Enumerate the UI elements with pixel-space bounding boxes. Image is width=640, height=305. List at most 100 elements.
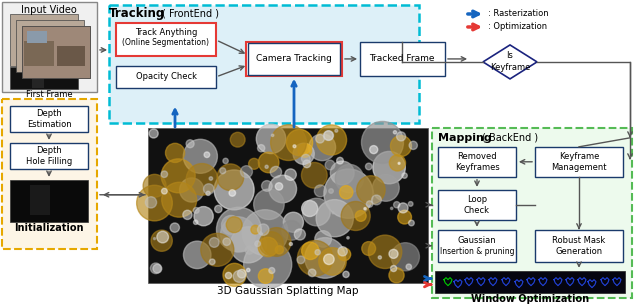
Bar (438, 230, 516, 262)
Circle shape (340, 186, 353, 199)
Text: Insertion & pruning: Insertion & pruning (440, 247, 515, 256)
Circle shape (301, 200, 317, 217)
Circle shape (251, 225, 260, 234)
Circle shape (389, 249, 398, 258)
Circle shape (257, 145, 265, 152)
Bar (116, 66, 216, 88)
Text: Robust Mask: Robust Mask (552, 236, 605, 245)
Bar (32, 70, 44, 88)
Circle shape (316, 199, 353, 237)
Circle shape (324, 131, 333, 140)
Circle shape (347, 237, 349, 239)
Circle shape (329, 189, 333, 193)
Bar (360, 42, 445, 76)
Circle shape (315, 231, 332, 247)
Circle shape (246, 268, 250, 272)
Circle shape (194, 206, 213, 226)
Circle shape (301, 163, 327, 188)
Circle shape (221, 217, 255, 252)
Bar (148, 128, 428, 283)
Circle shape (298, 240, 333, 276)
Bar (10, 14, 78, 66)
Bar (535, 230, 623, 262)
Circle shape (257, 224, 269, 235)
Circle shape (245, 246, 253, 254)
Polygon shape (483, 45, 537, 79)
Circle shape (324, 254, 333, 263)
Bar (438, 147, 516, 177)
Circle shape (193, 207, 199, 213)
Circle shape (297, 256, 305, 264)
Bar (57, 46, 85, 66)
Bar (27, 31, 47, 43)
Bar (248, 43, 340, 75)
Circle shape (233, 271, 245, 282)
Bar (10, 143, 88, 169)
Circle shape (184, 241, 211, 269)
Circle shape (241, 166, 252, 178)
Text: Input Video: Input Video (21, 5, 77, 15)
Circle shape (373, 151, 405, 184)
Circle shape (226, 217, 242, 233)
Text: Camera Tracking: Camera Tracking (256, 54, 332, 63)
Circle shape (186, 163, 218, 195)
Bar (432, 128, 632, 298)
Text: Generation: Generation (556, 247, 603, 256)
Circle shape (316, 125, 347, 155)
Circle shape (221, 215, 241, 235)
Circle shape (308, 269, 316, 277)
Circle shape (378, 256, 381, 259)
Circle shape (237, 269, 246, 278)
Circle shape (398, 162, 400, 164)
Text: 3D Gaussian Splatting Map: 3D Gaussian Splatting Map (217, 286, 359, 296)
Circle shape (186, 140, 194, 148)
Circle shape (370, 145, 378, 154)
Text: Track Anything: Track Anything (135, 28, 197, 38)
Circle shape (259, 269, 273, 283)
Bar (16, 20, 84, 72)
Text: ( BackEnd ): ( BackEnd ) (482, 133, 538, 143)
Circle shape (409, 141, 417, 149)
Circle shape (364, 207, 366, 210)
Bar (10, 67, 78, 89)
Circle shape (303, 198, 330, 226)
Circle shape (206, 191, 210, 196)
Circle shape (230, 227, 266, 263)
Circle shape (303, 160, 310, 168)
Circle shape (368, 235, 402, 268)
Circle shape (151, 230, 172, 251)
Circle shape (150, 263, 161, 274)
Circle shape (154, 238, 156, 240)
Circle shape (324, 254, 334, 264)
Circle shape (161, 171, 168, 178)
Bar (24, 41, 54, 66)
Circle shape (372, 195, 381, 205)
Circle shape (225, 272, 232, 279)
Circle shape (338, 247, 348, 256)
Circle shape (338, 248, 351, 261)
Circle shape (389, 268, 404, 283)
Circle shape (248, 158, 260, 169)
Circle shape (293, 143, 314, 164)
Text: Window Optimization: Window Optimization (471, 294, 589, 303)
Circle shape (214, 205, 222, 213)
Circle shape (145, 197, 157, 208)
Circle shape (390, 265, 397, 271)
Circle shape (209, 238, 219, 247)
Circle shape (324, 169, 373, 218)
Circle shape (223, 238, 230, 246)
Circle shape (255, 241, 260, 246)
Circle shape (170, 223, 179, 232)
Circle shape (216, 207, 261, 252)
Circle shape (149, 129, 158, 138)
Circle shape (298, 144, 312, 157)
Circle shape (341, 202, 370, 231)
Circle shape (289, 242, 292, 246)
Circle shape (391, 243, 419, 271)
Bar (10, 180, 88, 222)
Circle shape (284, 212, 303, 232)
Circle shape (137, 185, 172, 221)
Circle shape (335, 164, 364, 193)
Circle shape (330, 161, 354, 185)
Circle shape (372, 174, 399, 201)
